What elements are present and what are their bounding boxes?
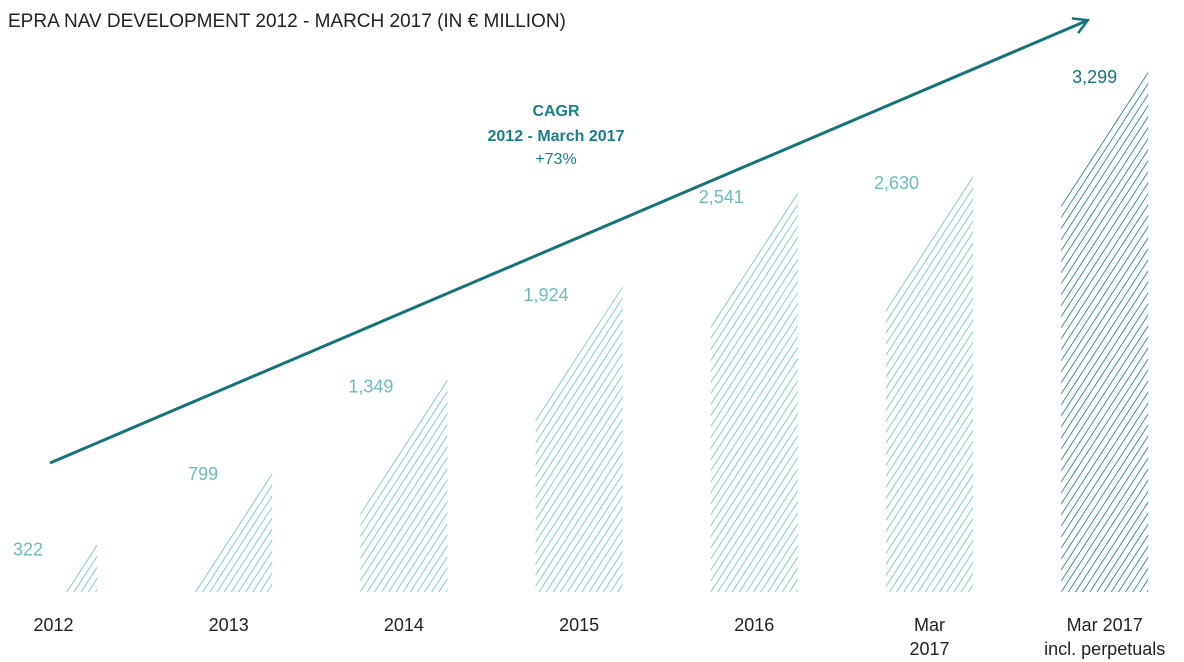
x-tick-label: 2017 [909, 639, 949, 659]
x-tick-label: 2016 [734, 615, 774, 635]
value-label: 1,349 [348, 376, 393, 396]
value-label: 322 [13, 540, 43, 560]
x-tick-label: 2015 [559, 615, 599, 635]
x-tick-label: 2014 [384, 615, 424, 635]
x-tick-label: Mar [914, 615, 945, 635]
x-tick-label: 2013 [209, 615, 249, 635]
value-label: 799 [188, 464, 218, 484]
bar [185, 465, 273, 592]
value-label: 2,541 [699, 187, 744, 207]
value-label: 1,924 [524, 285, 569, 305]
annotation-value: +73% [535, 151, 576, 168]
x-tick-label: incl. perpetuals [1044, 639, 1165, 659]
bars [10, 68, 1149, 592]
annotation-period: 2012 - March 2017 [488, 128, 625, 145]
bar [886, 174, 973, 592]
bar [10, 540, 97, 592]
x-tick-label: 2012 [33, 615, 73, 635]
bar [710, 188, 798, 592]
trend-arrow [49, 17, 1091, 465]
annotation-title: CAGR [532, 103, 580, 120]
chart-title: EPRA NAV DEVELOPMENT 2012 - MARCH 2017 (… [8, 11, 566, 32]
bar [1061, 68, 1149, 592]
value-label: 2,630 [874, 173, 919, 193]
bar [535, 286, 623, 592]
x-tick-label: Mar 2017 [1067, 615, 1143, 635]
bar [360, 377, 448, 592]
value-label: 3,299 [1072, 67, 1117, 87]
